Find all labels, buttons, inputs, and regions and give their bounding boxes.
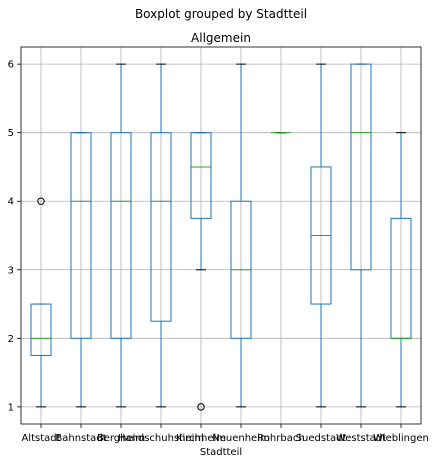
x-tick-label: Wieblingen [373, 433, 429, 444]
box-group [110, 63, 132, 408]
x-tick-label: Altstadt [21, 433, 60, 444]
outlier-point [37, 197, 45, 205]
box-body [150, 132, 172, 322]
box-group [310, 63, 332, 408]
box-group [390, 132, 412, 408]
y-tick-label: 5 [8, 128, 14, 139]
box-group [350, 63, 372, 408]
chart-title: Allgemein [191, 31, 251, 45]
boxes [30, 63, 412, 411]
x-tick-label: Bahnstadt [55, 433, 106, 444]
box-group [30, 197, 52, 408]
outlier-point [197, 403, 205, 411]
box-body [70, 132, 92, 339]
x-tick-label: Bergheim [97, 433, 145, 444]
x-axis-label: Stadtteil [200, 447, 242, 458]
x-ticks: AltstadtBahnstadtBergheimHandschuhsheimK… [21, 424, 429, 444]
plot-frame [20, 46, 422, 425]
y-tick-label: 2 [8, 334, 14, 345]
box-body [350, 63, 372, 271]
y-tick-label: 6 [8, 60, 14, 71]
y-ticks: 1 2 3 4 5 6 [8, 60, 21, 413]
x-tick-label: Suedstadt [296, 433, 347, 444]
y-tick-label: 1 [8, 402, 14, 413]
x-tick-label: Weststadt [336, 433, 386, 444]
chart-suptitle: Boxplot grouped by Stadtteil [135, 7, 307, 21]
box-body [110, 132, 132, 339]
y-tick-label: 3 [8, 265, 14, 276]
x-tick-label: Kirchheim [176, 433, 226, 444]
box-group [150, 63, 172, 408]
box-group [230, 63, 252, 408]
box-group [70, 132, 92, 408]
x-tick-label: Rohrbach [257, 433, 304, 444]
box-body [190, 132, 212, 219]
y-tick-label: 4 [8, 197, 14, 208]
box-body [30, 303, 52, 356]
x-tick-label: Neuenheim [212, 433, 269, 444]
x-tick-label: Handschuhsheim [118, 433, 204, 444]
box-group [190, 132, 212, 411]
